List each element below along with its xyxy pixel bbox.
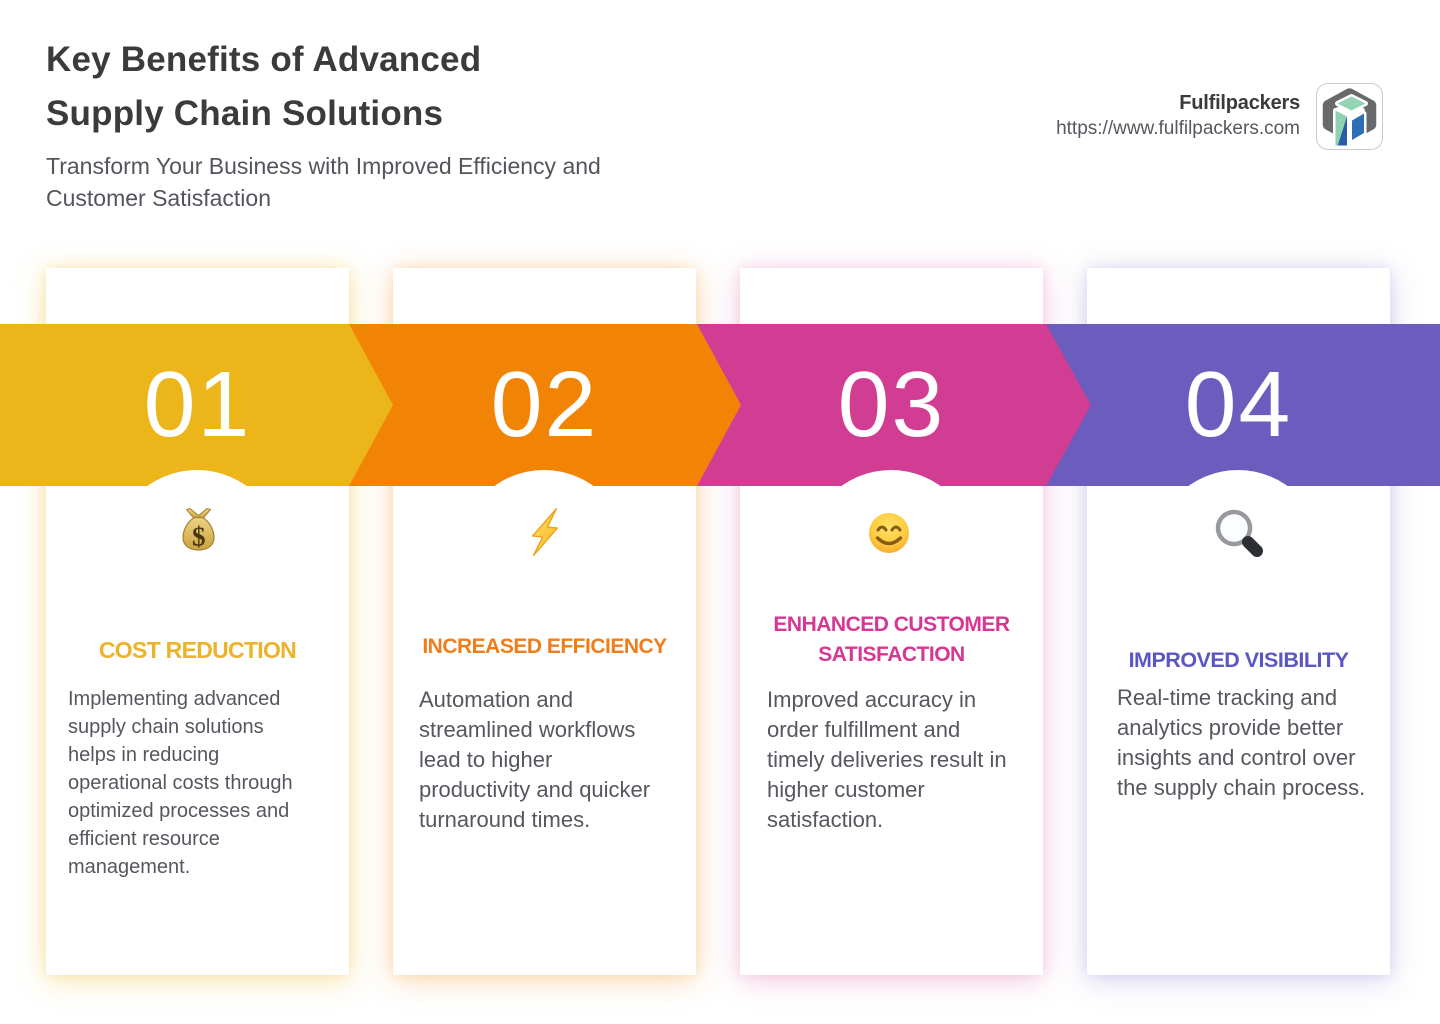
svg-text:$: $ bbox=[192, 522, 206, 552]
